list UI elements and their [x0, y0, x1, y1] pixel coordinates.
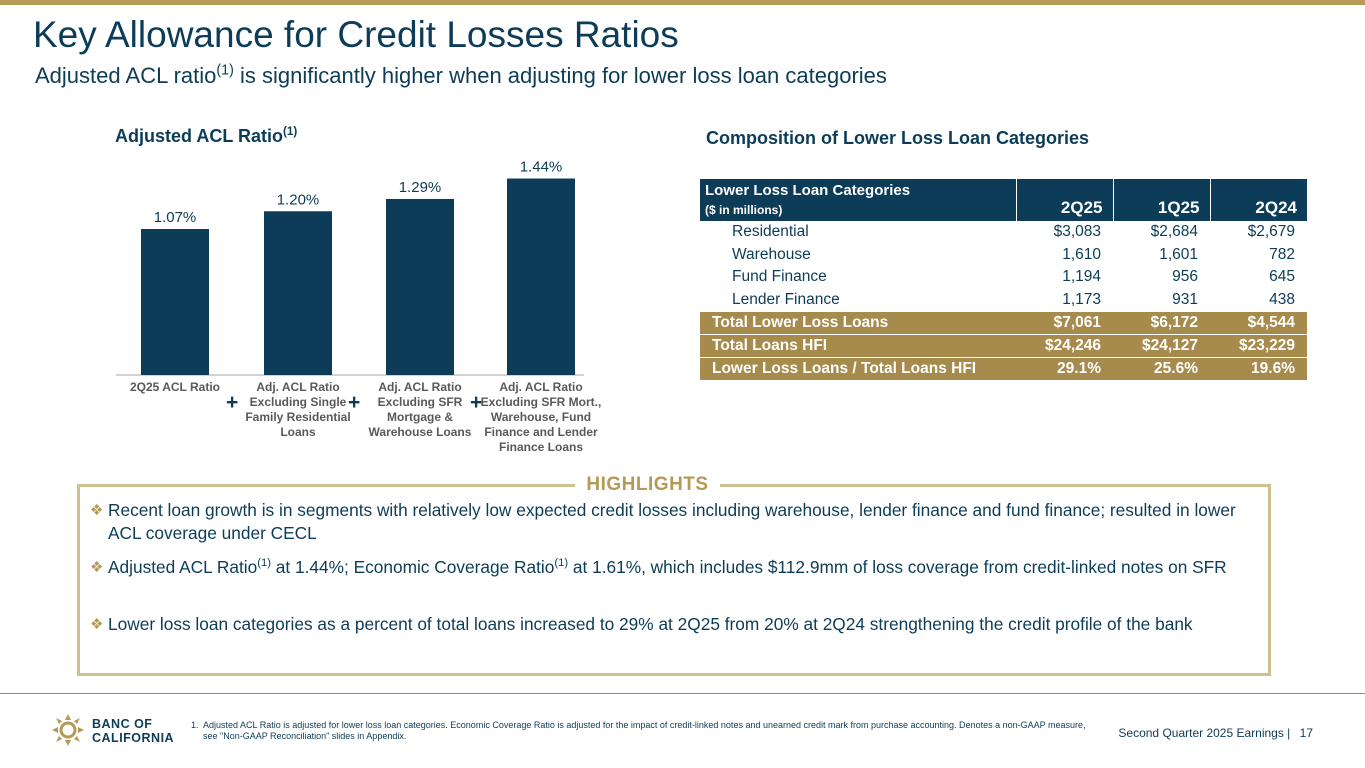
chart-title-text: Adjusted ACL Ratio — [115, 126, 284, 146]
row-label: Residential — [732, 223, 809, 241]
cell-2q24: $2,679 — [1247, 223, 1295, 241]
table-row-warehouse: Warehouse 1,610 1,601 782 — [700, 244, 1307, 267]
highlight-text-2b: at 1.44%; Economic Coverage Ratio — [270, 557, 555, 577]
bar-data-label-3: 1.29% — [399, 179, 442, 196]
cell-2q25: 29.1% — [1016, 356, 1113, 380]
row-label: Warehouse — [732, 245, 811, 263]
cell-1q25: $2,684 — [1150, 223, 1198, 241]
cell-2q24: 782 — [1269, 245, 1295, 263]
top-accent-bar — [0, 0, 1365, 5]
cell-2q24: $23,229 — [1210, 333, 1307, 357]
table-row-lender-finance: Lender Finance 1,173 931 438 — [700, 289, 1307, 312]
plus-operator-1: + — [226, 391, 239, 414]
footnote-number: 1. — [191, 720, 199, 730]
table-header-2q24: 2Q24 — [1210, 179, 1307, 221]
footnote-text: Adjusted ACL Ratio is adjusted for lower… — [203, 720, 1086, 741]
category-label-3: Adj. ACL Ratio Excluding SFR Mortgage & … — [368, 380, 472, 439]
diamond-bullet-icon: ❖ — [90, 616, 104, 633]
footer-page-info: Second Quarter 2025 Earnings | 17 — [1118, 726, 1313, 740]
cell-1q25: 931 — [1172, 290, 1198, 308]
slide-subtitle: Adjusted ACL ratio(1) is significantly h… — [35, 63, 887, 89]
cell-2q24: $4,544 — [1210, 310, 1307, 334]
cell-2q25: 1,173 — [1062, 290, 1101, 308]
footer-divider — [0, 693, 1365, 694]
table-row-total-loans-hfi: Total Loans HFI $24,246 $24,127 $23,229 — [700, 333, 1307, 357]
chart-title-footnote-ref: (1) — [283, 125, 298, 138]
logo-line-1: BANC OF — [92, 717, 153, 731]
table-header-1q25: 1Q25 — [1113, 179, 1211, 221]
diamond-bullet-icon: ❖ — [90, 559, 104, 576]
table-row-residential: Residential $3,083 $2,684 $2,679 — [700, 221, 1307, 244]
cell-1q25: 25.6% — [1113, 356, 1210, 380]
footnote-ref: (1) — [257, 557, 271, 570]
report-label: Second Quarter 2025 Earnings | — [1118, 726, 1291, 740]
cell-1q25: $24,127 — [1113, 333, 1210, 357]
bar-1 — [141, 229, 209, 375]
bar-data-label-1: 1.07% — [154, 209, 197, 226]
cell-1q25: $6,172 — [1113, 310, 1210, 334]
row-label: Total Lower Loss Loans — [700, 310, 1016, 334]
table-row-total-lower-loss: Total Lower Loss Loans $7,061 $6,172 $4,… — [700, 310, 1307, 334]
cell-2q25: $24,246 — [1016, 333, 1113, 357]
cell-2q25: 1,610 — [1062, 245, 1101, 263]
banc-of-california-logo-icon — [52, 714, 84, 746]
logo-wordmark: BANC OF CALIFORNIA — [92, 717, 174, 745]
row-label: Fund Finance — [732, 268, 827, 286]
cell-2q24: 438 — [1269, 290, 1295, 308]
highlight-text-2a: Adjusted ACL Ratio — [108, 557, 258, 577]
table-header-2q25: 2Q25 — [1016, 179, 1114, 221]
category-label-4: Adj. ACL Ratio Excluding SFR Mort., Ware… — [480, 380, 602, 454]
table-title: Composition of Lower Loss Loan Categorie… — [706, 128, 1090, 148]
highlight-text-1: Recent loan growth is in segments with r… — [108, 500, 1236, 543]
chart-bars: 1.07% 1.20% 1.29% 1.44% — [141, 159, 575, 375]
cell-2q25: $3,083 — [1053, 223, 1101, 241]
subtitle-footnote-ref: (1) — [216, 62, 234, 79]
bar-data-label-2: 1.20% — [277, 191, 320, 208]
highlight-text-3: Lower loss loan categories as a percent … — [108, 614, 1193, 634]
cell-2q24: 645 — [1269, 268, 1295, 286]
cell-1q25: 1,601 — [1159, 245, 1198, 263]
table-header-units: ($ in millions) — [705, 203, 783, 217]
table-row-fund-finance: Fund Finance 1,194 956 645 — [700, 266, 1307, 289]
bar-4 — [507, 178, 575, 375]
bar-data-label-4: 1.44% — [520, 159, 563, 176]
highlight-item-3: ❖ Lower loss loan categories as a percen… — [90, 613, 1250, 636]
footnote-ref: (1) — [554, 557, 569, 570]
diamond-bullet-icon: ❖ — [90, 502, 104, 519]
plus-operator-3: + — [470, 391, 483, 414]
category-label-1: 2Q25 ACL Ratio — [129, 380, 221, 394]
bar-2 — [264, 211, 332, 375]
row-label: Total Loans HFI — [700, 333, 1016, 357]
highlight-item-2: ❖ Adjusted ACL Ratio(1) at 1.44%; Econom… — [90, 556, 1250, 579]
logo-line-2: CALIFORNIA — [92, 731, 175, 745]
plus-operator-2: + — [348, 391, 361, 414]
table-row-ratio: Lower Loss Loans / Total Loans HFI 29.1%… — [700, 356, 1307, 380]
cell-2q24: 19.6% — [1210, 356, 1307, 380]
highlights-title: HIGHLIGHTS — [575, 474, 720, 496]
cell-2q25: 1,194 — [1062, 268, 1101, 286]
table-header-main: Lower Loss Loan Categories — [705, 182, 911, 199]
row-label: Lender Finance — [732, 290, 840, 308]
footnote: 1. Adjusted ACL Ratio is adjusted for lo… — [191, 720, 1091, 742]
cell-2q25: $7,061 — [1016, 310, 1113, 334]
subtitle-main: Adjusted ACL ratio — [35, 63, 217, 88]
row-label: Lower Loss Loans / Total Loans HFI — [700, 356, 1016, 380]
subtitle-rest: is significantly higher when adjusting f… — [233, 63, 887, 88]
slide-title: Key Allowance for Credit Losses Ratios — [33, 14, 679, 55]
cell-1q25: 956 — [1172, 268, 1198, 286]
lower-loss-loan-table: Lower Loss Loan Categories ($ in million… — [700, 179, 1307, 380]
page-number: 17 — [1299, 726, 1313, 740]
table-header-category: Lower Loss Loan Categories ($ in million… — [700, 179, 1017, 221]
highlight-item-1: ❖ Recent loan growth is in segments with… — [90, 499, 1250, 545]
acl-ratio-bar-chart: 1.07% 1.20% 1.29% 1.44% — [116, 159, 584, 376]
bar-3 — [386, 198, 454, 375]
category-label-2: Adj. ACL Ratio Excluding Single Family R… — [245, 380, 351, 439]
highlight-text-2c: at 1.61%, which includes $112.9mm of los… — [568, 557, 1227, 577]
chart-title: Adjusted ACL Ratio(1) — [115, 126, 297, 147]
table-header-row: Lower Loss Loan Categories ($ in million… — [700, 179, 1307, 221]
